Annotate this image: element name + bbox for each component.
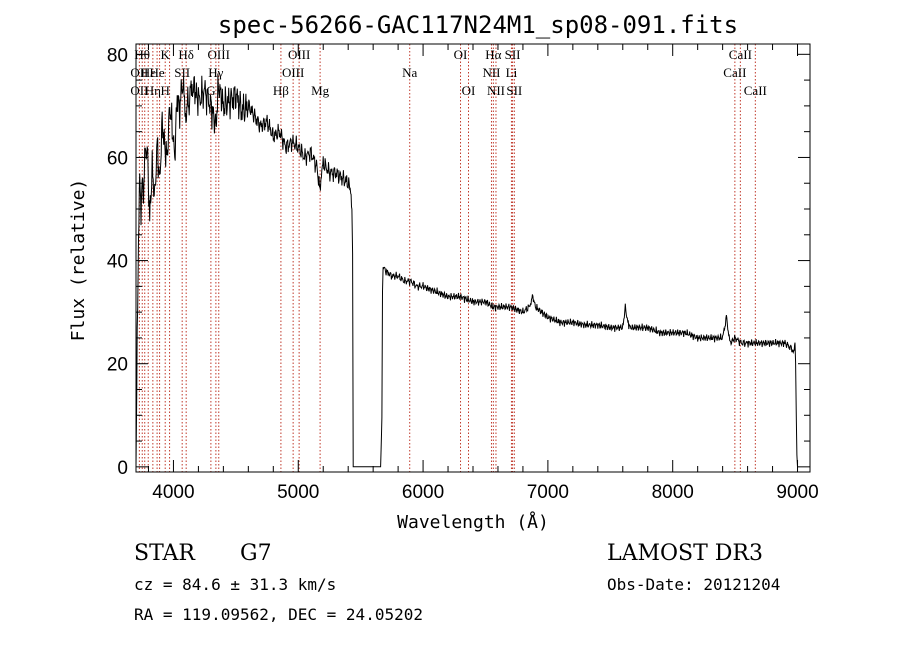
x-tick-label: 6000	[402, 482, 444, 503]
spectral-line-label: OII	[130, 65, 148, 80]
spectral-line-label: He	[150, 65, 165, 80]
spectral-line-label: NII	[482, 65, 500, 80]
y-tick-label: 80	[107, 45, 128, 66]
spectral-line-label: OI	[462, 83, 476, 98]
line-labels: OIIOIIHθHεHηHeKHSIIHδGHγOIIIHβOIIIOIIIMg…	[130, 47, 767, 98]
spectral-line-label: Mg	[311, 83, 330, 98]
survey-label: LAMOST DR3	[607, 541, 763, 566]
spectral-line-label: Na	[402, 65, 417, 80]
chart-title: spec-56266-GAC117N24M1_sp08-091.fits	[218, 11, 738, 39]
spectral-line-label: Hε	[141, 65, 156, 80]
spectral-line-label: OIII	[288, 47, 310, 62]
x-tick-label: 5000	[277, 482, 319, 503]
spectral-line-label: Hδ	[178, 47, 194, 62]
spectral-line-label: CaII	[744, 83, 767, 98]
spectral-line-label: SII	[505, 47, 521, 62]
spectrum-series-line	[135, 73, 798, 468]
observation-date: Obs-Date: 20121204	[607, 575, 780, 594]
spectral-line-label: OI	[454, 47, 468, 62]
x-tick-label: 8000	[652, 482, 694, 503]
spectral-line-label: SII	[174, 65, 190, 80]
x-tick-label: 7000	[527, 482, 569, 503]
spectral-line-label: Hβ	[273, 83, 289, 98]
ra-dec: RA = 119.09562, DEC = 24.05202	[134, 605, 423, 624]
spectral-line-label: Li	[506, 65, 518, 80]
spectral-line-label: CaII	[723, 65, 746, 80]
x-tick-label: 9000	[776, 482, 818, 503]
spectral-line-label: CaII	[729, 47, 752, 62]
object-subclass: G7	[240, 541, 272, 566]
spectral-line-label: H	[161, 83, 170, 98]
x-tick-label: 4000	[152, 482, 194, 503]
spectral-line-label: G	[206, 83, 215, 98]
x-axis-ticks: 4000 5000 6000 7000 8000 9000	[147, 44, 819, 503]
y-axis-label: Flux (relative)	[68, 179, 89, 342]
spectral-line-label: OIII	[282, 65, 304, 80]
spectral-line-label: OIII	[208, 47, 230, 62]
line-markers	[138, 44, 756, 472]
y-axis-ticks: 0 20 40 60 80	[107, 45, 810, 479]
spectral-line-label: Hγ	[208, 65, 223, 80]
object-class: STAR	[134, 541, 196, 566]
spectral-line-label: K	[161, 47, 171, 62]
spectral-line-label: OII	[130, 83, 148, 98]
y-tick-label: 20	[107, 355, 128, 376]
spectral-line-label: SII	[506, 83, 522, 98]
plot-frame	[135, 43, 811, 473]
y-tick-label: 60	[107, 148, 128, 169]
spectral-line-label: Hη	[145, 83, 161, 98]
spectral-line-label: Hα	[485, 47, 501, 62]
spectral-line-label: NII	[487, 83, 505, 98]
y-tick-label: 0	[117, 458, 128, 479]
redshift-cz: cz = 84.6 ± 31.3 km/s	[134, 575, 336, 594]
y-tick-label: 40	[107, 252, 128, 273]
x-axis-label: Wavelength (Å)	[397, 511, 549, 533]
